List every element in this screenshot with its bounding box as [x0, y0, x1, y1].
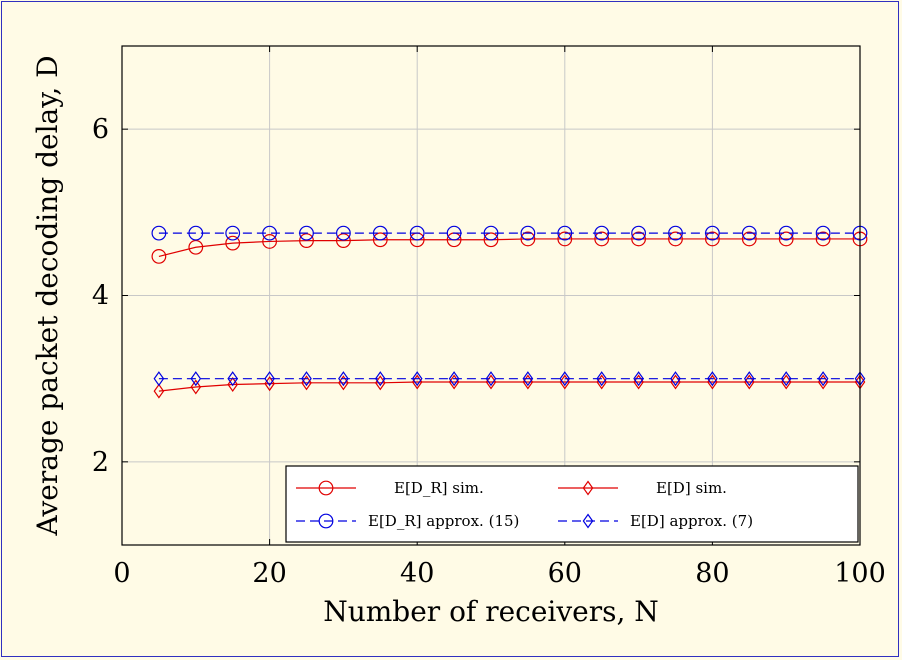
- x-tick-label: 80: [695, 558, 729, 589]
- y-tick-label: 6: [92, 114, 109, 145]
- data-point: [151, 225, 167, 241]
- data-point: [705, 231, 720, 247]
- data-point: [336, 233, 351, 249]
- x-axis-label: Number of receivers, N: [323, 595, 659, 628]
- series-4: [153, 371, 866, 387]
- data-point: [520, 231, 536, 247]
- data-point: [446, 225, 462, 241]
- data-point: [668, 225, 683, 241]
- x-tick-label: 100: [834, 558, 886, 589]
- data-point: [409, 225, 425, 241]
- legend-label: E[D_R] approx. (15): [368, 512, 519, 530]
- x-tick-label: 20: [252, 558, 286, 589]
- data-point: [778, 231, 794, 247]
- data-point: [372, 232, 388, 248]
- data-point: [815, 231, 831, 247]
- data-point: [448, 371, 460, 387]
- x-tick-label: 0: [113, 558, 130, 589]
- data-point: [559, 371, 571, 387]
- data-point: [631, 225, 646, 241]
- y-axis-label: Average packet decoding delay, D: [31, 55, 64, 536]
- series-line: [158, 381, 860, 392]
- data-point: [815, 225, 831, 241]
- data-point: [190, 371, 202, 387]
- data-point: [153, 371, 165, 387]
- data-point: [188, 225, 204, 241]
- tick-labels: 0 20 40 60 80 100 2 4 6: [92, 114, 886, 589]
- data-point: [631, 231, 646, 247]
- data-point: [522, 371, 534, 387]
- data-point: [336, 225, 351, 241]
- data-point: [780, 371, 792, 387]
- data-point: [264, 371, 275, 387]
- axis-ticks: [121, 46, 861, 545]
- data-point: [707, 371, 718, 387]
- data-point: [741, 225, 757, 241]
- legend-marker: [318, 480, 334, 496]
- data-point: [557, 231, 573, 247]
- data-point: [338, 371, 349, 387]
- legend-label: E[D] sim.: [656, 479, 727, 497]
- data-point: [594, 231, 610, 247]
- legend-entry: E[D_R] approx. (15): [296, 512, 519, 530]
- data-point: [670, 371, 681, 387]
- legend-entry: E[D] approx. (7): [558, 512, 753, 530]
- data-point: [190, 379, 202, 395]
- series-line: [158, 238, 860, 257]
- data-point: [633, 371, 644, 387]
- data-point: [817, 371, 829, 387]
- data-point: [374, 371, 386, 387]
- data-point: [483, 225, 499, 241]
- data-point: [372, 225, 388, 241]
- legend: E[D_R] sim. E[D] sim. E[D_R] approx. (15) E…: [285, 465, 859, 543]
- data-point: [483, 232, 499, 248]
- y-tick-label: 4: [92, 281, 109, 312]
- data-point: [596, 371, 608, 387]
- legend-marker: [582, 480, 594, 496]
- data-point: [520, 225, 536, 241]
- data-point: [668, 231, 683, 247]
- data-point: [743, 371, 755, 387]
- y-tick-label: 2: [92, 447, 109, 478]
- data-point: [227, 376, 239, 393]
- data-point: [153, 383, 165, 399]
- data-point: [594, 225, 610, 241]
- data-point: [485, 371, 497, 387]
- data-point: [741, 231, 757, 247]
- data-point: [778, 225, 794, 241]
- data-point: [262, 234, 278, 249]
- data-point: [301, 371, 312, 387]
- data-point: [225, 235, 241, 251]
- data-point: [299, 233, 314, 249]
- legend-marker: [318, 513, 334, 529]
- data-point: [225, 225, 241, 241]
- legend-label: E[D] approx. (7): [630, 512, 753, 530]
- data-point: [299, 225, 314, 241]
- x-tick-label: 60: [548, 558, 582, 589]
- data-point: [557, 225, 573, 241]
- legend-marker: [582, 513, 594, 529]
- legend-entry: E[D] sim.: [558, 479, 727, 497]
- legend-box: [285, 465, 859, 543]
- data-point: [705, 225, 720, 241]
- data-point: [411, 371, 423, 387]
- legend-label: E[D_R] sim.: [394, 479, 484, 497]
- legend-entry: E[D_R] sim.: [296, 479, 484, 497]
- x-tick-label: 40: [400, 558, 434, 589]
- data-point: [262, 225, 278, 241]
- data-point: [151, 249, 167, 264]
- data-point: [227, 371, 239, 387]
